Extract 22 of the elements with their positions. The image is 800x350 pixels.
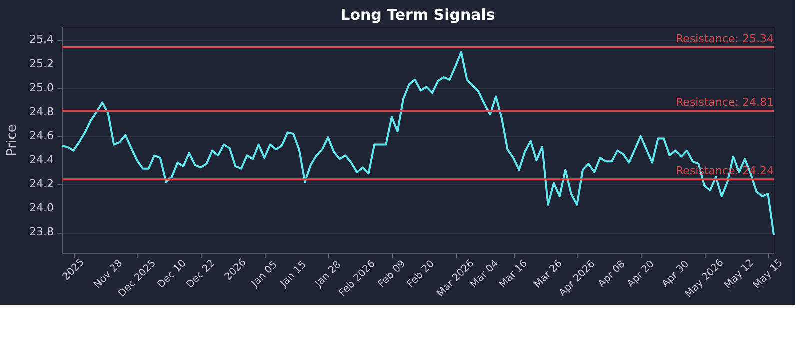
x-tick-label: Jan 15 (278, 260, 309, 290)
ref-line-label: Resistance: 25.34 (676, 32, 774, 46)
x-tick-label: Dec 22 (184, 258, 218, 291)
y-tick-label: 25.0 (30, 81, 54, 94)
chart-title: Long Term Signals (340, 6, 496, 24)
y-tick-label: 24.2 (30, 177, 54, 190)
x-tick-label: Apr 08 (596, 258, 628, 290)
x-tick-label: Apr 20 (626, 258, 657, 290)
y-tick-label: 24.6 (30, 129, 54, 142)
y-tick-label: 23.8 (30, 226, 54, 239)
x-tick-label: Jan 05 (249, 260, 280, 290)
y-tick-label: 24.0 (30, 202, 54, 215)
line-series (61, 51, 775, 236)
y-tick-label: 24.8 (30, 105, 54, 118)
y-tick-label: 25.2 (30, 57, 54, 70)
x-tick-label: Feb 20 (405, 258, 438, 290)
x-tick-label: Mar 16 (498, 258, 530, 291)
y-tick-label: 24.4 (30, 153, 54, 166)
x-tick-label: Jan 28 (312, 260, 344, 290)
y-axis-title: Price (5, 124, 20, 156)
ref-line-label: Resistance: 24.81 (676, 96, 774, 110)
y-tick-label: 25.4 (30, 33, 54, 46)
